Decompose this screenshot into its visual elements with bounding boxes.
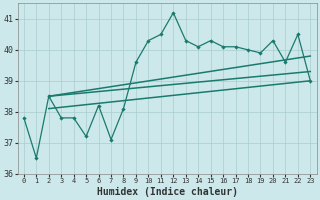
X-axis label: Humidex (Indice chaleur): Humidex (Indice chaleur) — [97, 186, 237, 197]
